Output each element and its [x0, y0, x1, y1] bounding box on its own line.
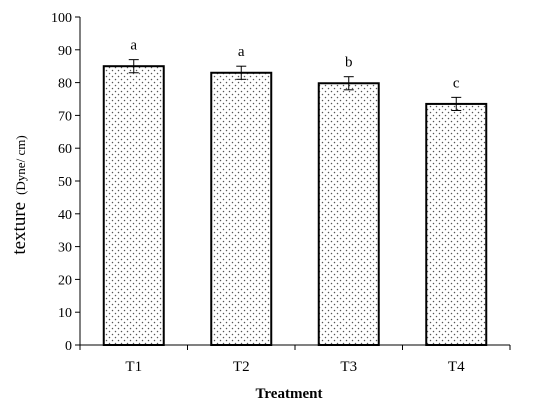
- x-category-label-T2: T2: [233, 359, 250, 375]
- y-axis-title-unit: (Dyne/ cm): [13, 135, 28, 195]
- significance-letter-T2: a: [238, 44, 245, 60]
- y-tick-label: 40: [58, 208, 72, 223]
- y-tick-label: 70: [58, 109, 72, 124]
- y-tick-label: 30: [58, 241, 72, 256]
- bar-T3: [317, 82, 380, 346]
- bar-T2: [210, 71, 273, 346]
- y-tick-label: 10: [58, 306, 72, 321]
- y-axis-title: texture (Dyne/ cm): [9, 135, 30, 254]
- x-axis: T1 T2 T3 T4: [79, 344, 511, 375]
- y-axis: 0 10 20 30 40 50 60 70 80 90 100: [51, 11, 81, 354]
- significance-letter-T3: b: [345, 55, 353, 71]
- y-tick-label: 90: [58, 44, 72, 59]
- x-axis-title: Treatment: [256, 386, 323, 402]
- significance-letter-T4: c: [453, 75, 460, 91]
- bar-T1: [102, 65, 165, 346]
- x-category-label-T1: T1: [125, 359, 142, 375]
- y-tick-label: 80: [58, 77, 72, 92]
- y-tick-label: 100: [51, 11, 72, 26]
- y-axis-title-main: texture: [9, 202, 30, 255]
- y-tick-label: 60: [58, 142, 72, 157]
- bars: a a b c: [102, 38, 488, 346]
- x-category-label-T3: T3: [340, 359, 357, 375]
- significance-letter-T1: a: [130, 38, 137, 54]
- x-category-label-T4: T4: [448, 359, 465, 375]
- y-tick-label: 20: [58, 273, 72, 288]
- y-tick-label: 0: [65, 339, 72, 354]
- bar-T4: [425, 102, 488, 346]
- y-tick-label: 50: [58, 175, 72, 190]
